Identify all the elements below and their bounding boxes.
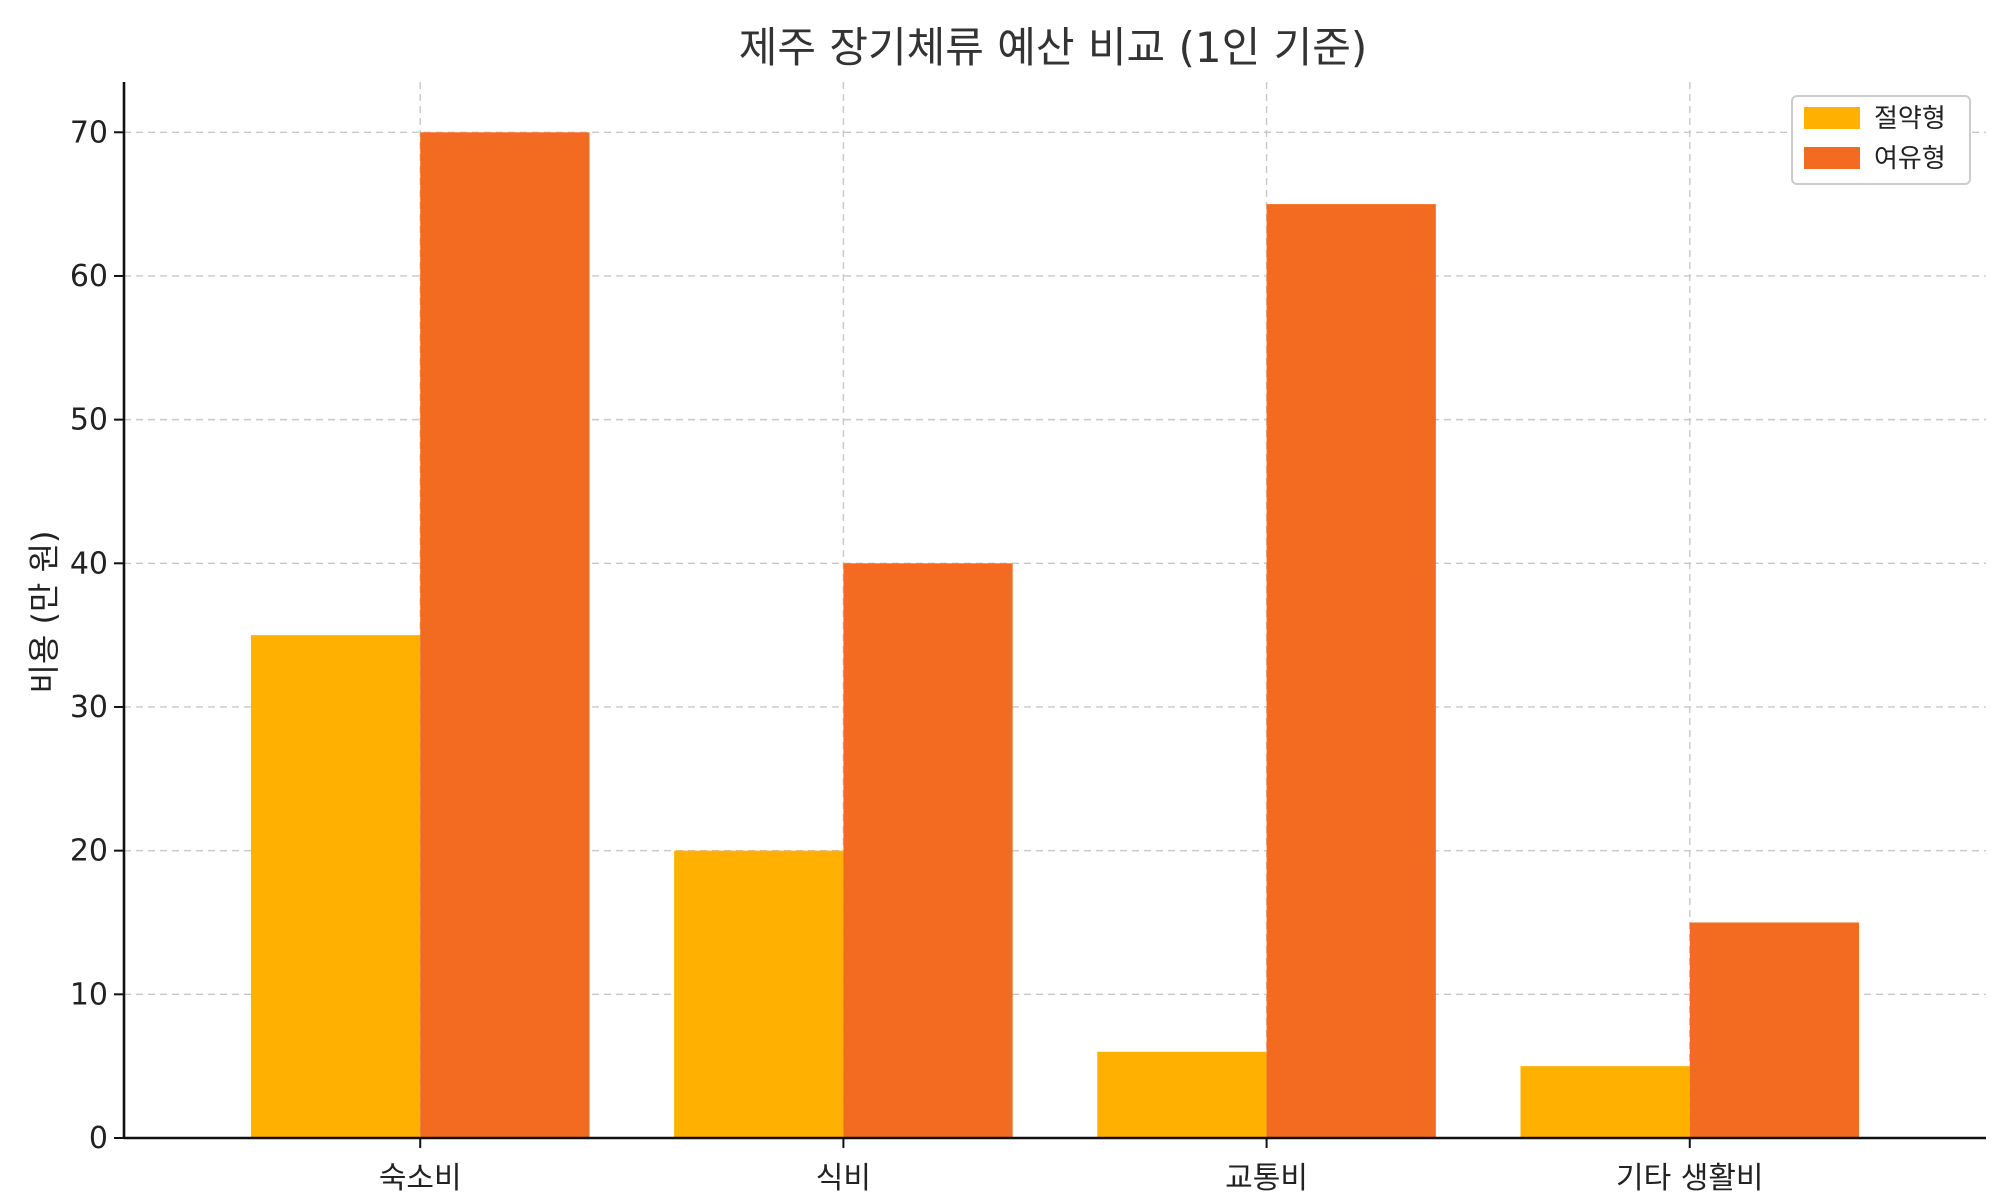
axes bbox=[122, 82, 1986, 1140]
y-axis-label: 비용 (만 원) bbox=[25, 530, 63, 693]
x-tick-label: 교통비 bbox=[1225, 1161, 1308, 1196]
x-tick-label: 숙소비 bbox=[379, 1161, 462, 1196]
y-tick-label: 60 bbox=[70, 259, 108, 294]
y-tick-label: 70 bbox=[70, 115, 108, 150]
y-tick-label: 0 bbox=[89, 1121, 108, 1156]
chart-title: 제주 장기체류 예산 비교 (1인 기준) bbox=[739, 23, 1368, 72]
x-tick-label: 기타 생활비 bbox=[1616, 1161, 1764, 1196]
bar-saving-2 bbox=[1097, 1051, 1267, 1138]
y-tick-label: 10 bbox=[70, 977, 108, 1012]
bar-saving-0 bbox=[250, 635, 421, 1138]
bar-saving-1 bbox=[674, 850, 844, 1138]
bar-comfort-1 bbox=[843, 563, 1013, 1138]
bar-comfort-3 bbox=[1689, 922, 1860, 1138]
tick-labels: 0 10 20 30 40 50 60 70 숙소비 식비 교통비 기타 생활비 bbox=[70, 115, 1764, 1196]
y-tick-label: 30 bbox=[70, 690, 108, 725]
legend-swatch bbox=[1804, 107, 1860, 129]
x-tick-label: 식비 bbox=[816, 1161, 871, 1196]
y-tick-label: 20 bbox=[70, 834, 108, 869]
y-tick-label: 40 bbox=[70, 546, 108, 581]
legend-label: 여유형 bbox=[1874, 144, 1946, 174]
bars bbox=[250, 132, 1860, 1139]
bar-comfort-0 bbox=[420, 132, 590, 1139]
y-tick-label: 50 bbox=[70, 403, 108, 438]
bar-comfort-2 bbox=[1266, 204, 1436, 1139]
bar-saving-3 bbox=[1520, 1066, 1690, 1138]
legend-swatch bbox=[1804, 147, 1860, 169]
legend-label: 절약형 bbox=[1874, 104, 1946, 134]
